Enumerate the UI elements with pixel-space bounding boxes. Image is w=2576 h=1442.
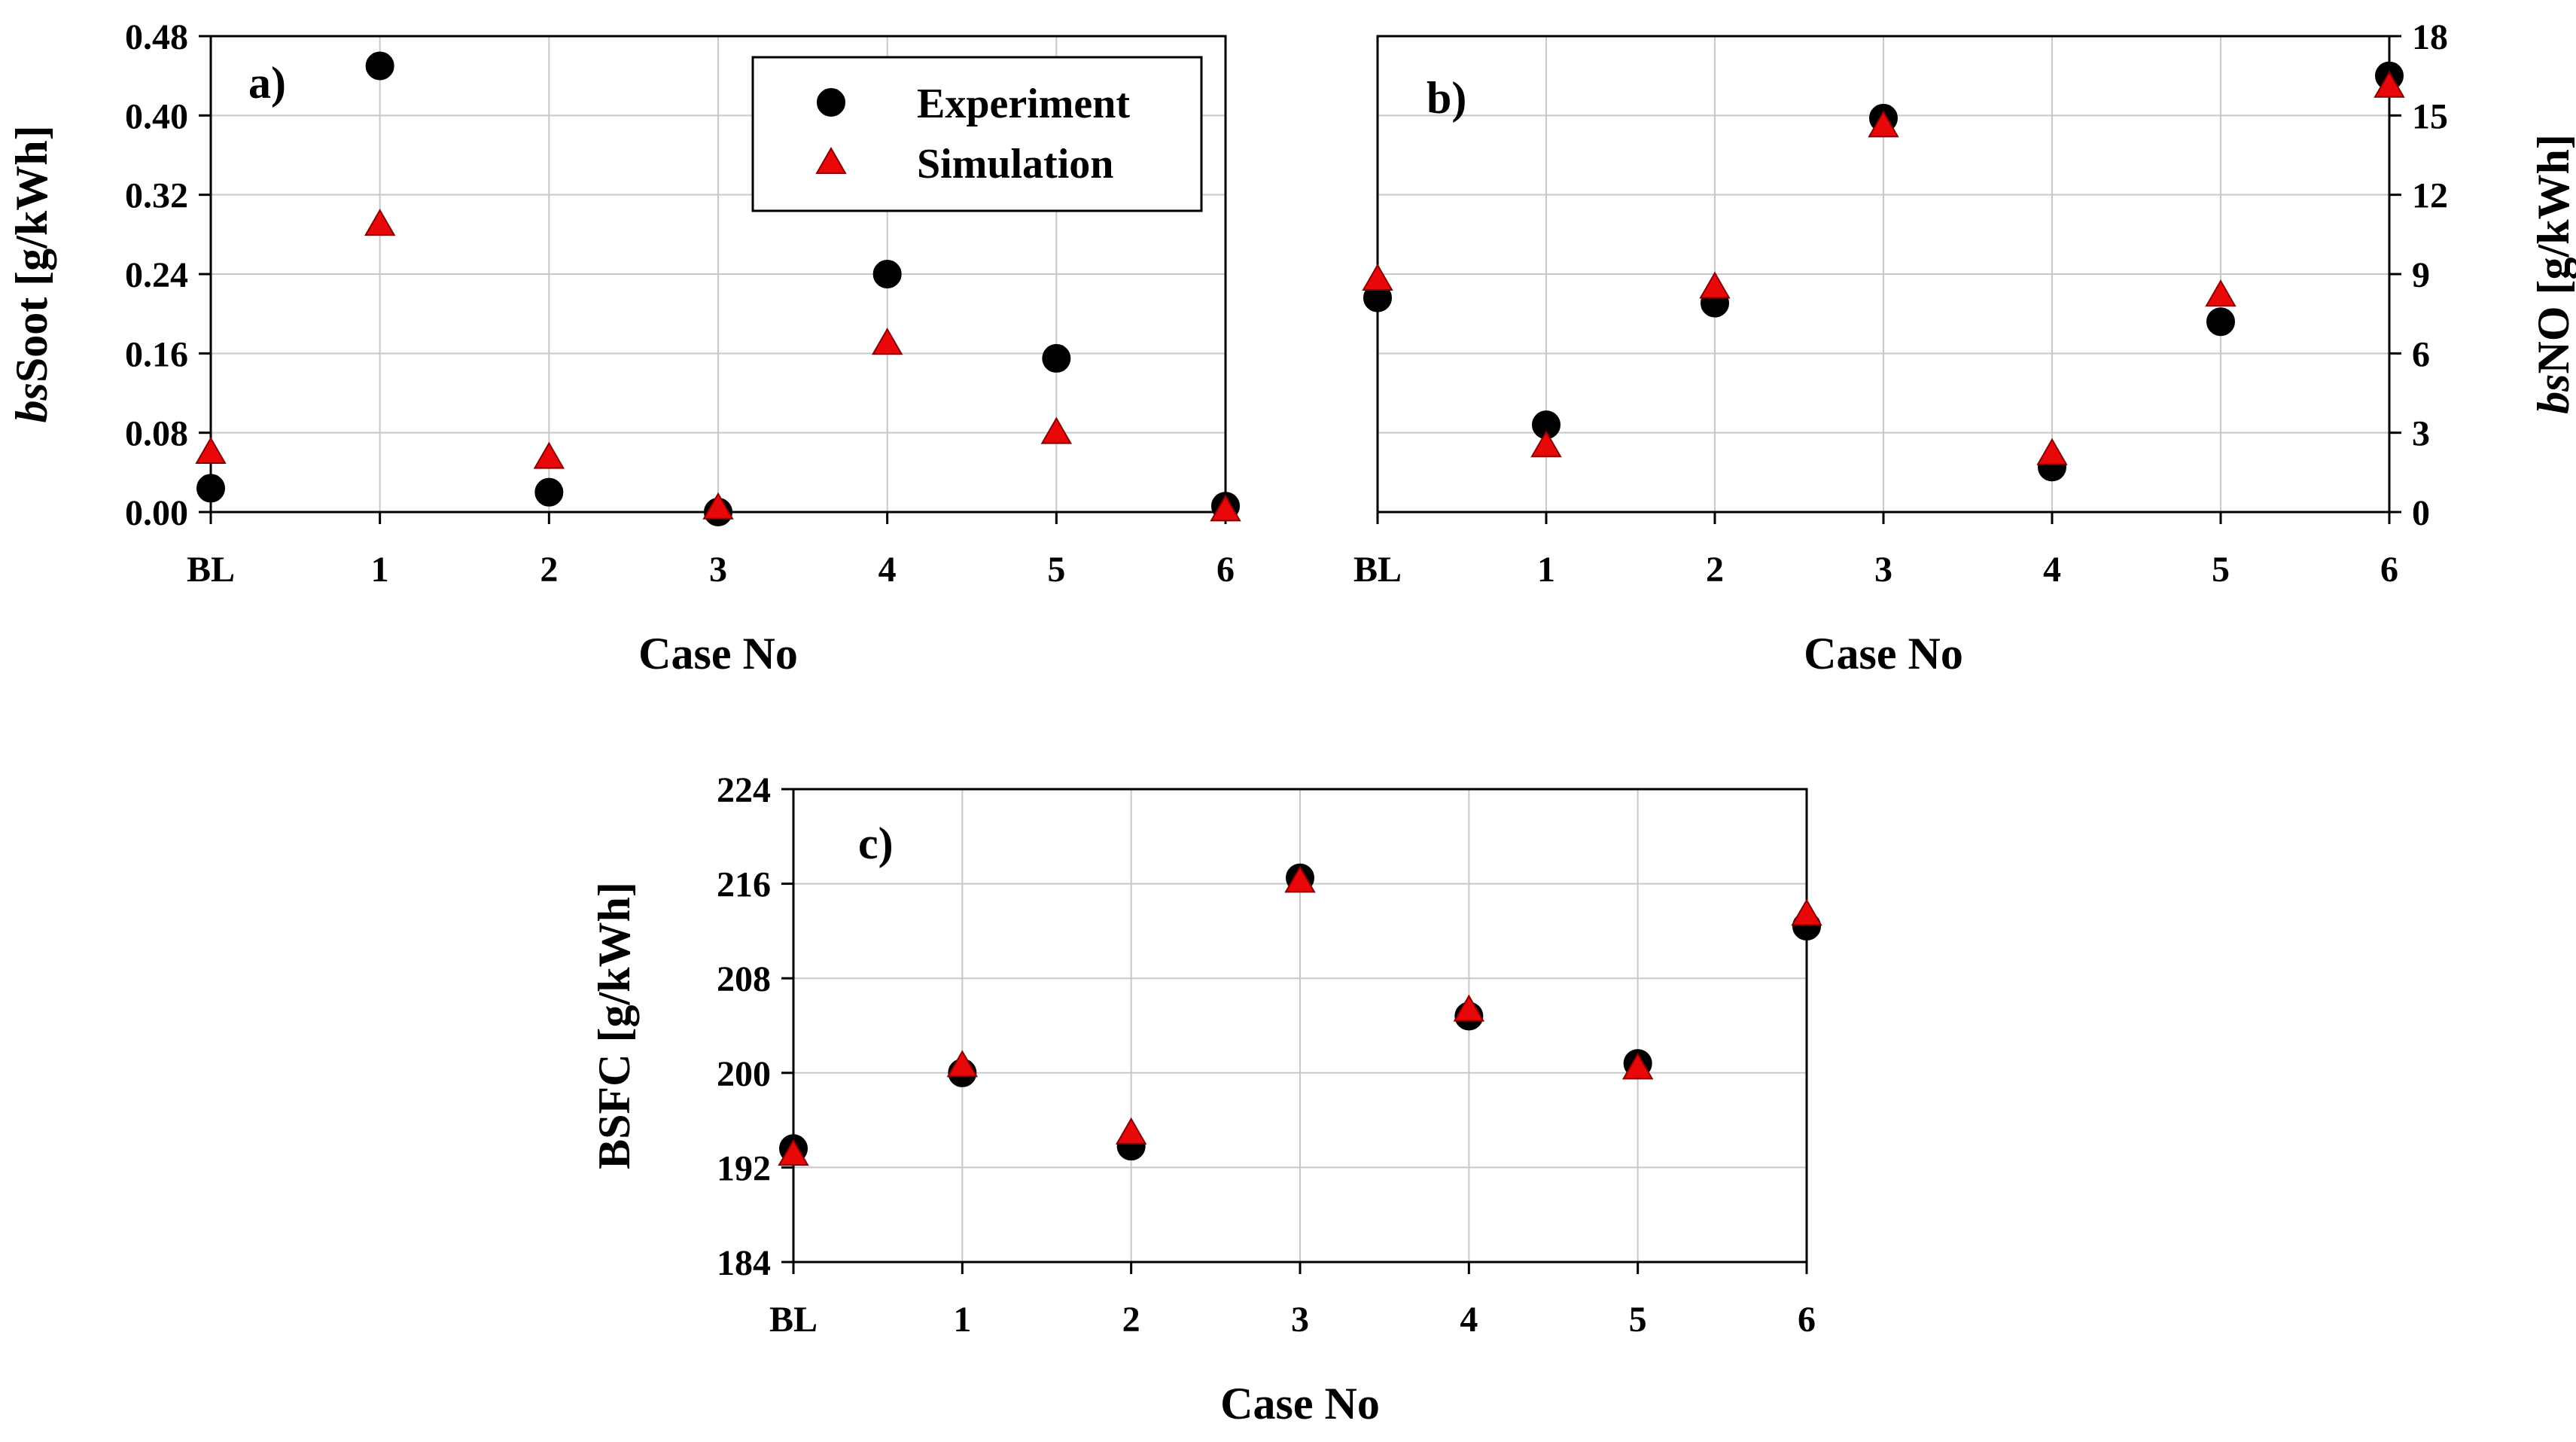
data-point-experiment	[872, 260, 902, 288]
data-point-simulation	[1040, 416, 1073, 444]
y-tick-label: 3	[2412, 414, 2430, 454]
x-axis-title: Case No	[1220, 1379, 1380, 1428]
x-tick-label: BL	[1353, 550, 1402, 590]
data-point-simulation	[1699, 271, 1731, 299]
x-tick-label: 4	[2043, 550, 2061, 590]
x-tick-label: 4	[878, 550, 897, 590]
y-tick-label: 0	[2412, 493, 2430, 533]
y-tick-label: 0.48	[125, 17, 188, 57]
data-point-simulation	[533, 441, 565, 469]
y-tick-label: 15	[2412, 96, 2448, 136]
x-axis-title: Case No	[1804, 629, 1963, 678]
y-tick-label: 0.24	[125, 255, 188, 295]
y-tick-label: 12	[2412, 176, 2448, 216]
y-tick-label: 0.08	[125, 414, 188, 454]
y-tick-label: 0.00	[125, 493, 188, 533]
y-axis-title-italic: bs	[7, 383, 56, 422]
data-point-simulation	[2036, 437, 2068, 465]
x-tick-label: 2	[1122, 1300, 1140, 1340]
data-point-simulation	[1362, 264, 1393, 291]
x-tick-label: 4	[1460, 1300, 1478, 1340]
x-tick-label: 3	[709, 550, 727, 590]
x-axis-title: Case No	[638, 629, 798, 678]
x-tick-label: 1	[371, 550, 389, 590]
y-axis-title-text: BSFC [g/kWh]	[589, 882, 639, 1169]
data-point-simulation	[2205, 279, 2236, 307]
legend-box	[751, 56, 1203, 212]
legend-marker-experiment	[817, 88, 845, 117]
legend-label-experiment: Experiment	[917, 81, 1130, 127]
y-axis-title-text: Soot [g/kWh]	[7, 125, 56, 383]
y-tick-label: 0.40	[125, 96, 188, 136]
x-tick-label: 1	[953, 1300, 971, 1340]
y-tick-label: 184	[717, 1243, 771, 1283]
data-point-simulation	[702, 492, 734, 520]
y-axis-title: BSFC [g/kWh]	[589, 882, 639, 1169]
panel-label: a)	[248, 58, 286, 108]
data-point-simulation	[2374, 70, 2405, 98]
x-tick-label: 6	[1216, 550, 1235, 590]
data-point-simulation	[1210, 494, 1241, 522]
data-point-simulation	[1791, 898, 1822, 926]
y-axis-title-italic: bs	[2529, 374, 2576, 414]
data-point-experiment	[365, 51, 394, 81]
x-tick-label: BL	[769, 1300, 818, 1340]
x-tick-label: 2	[1706, 550, 1724, 590]
chart-panel-3: BL 1 2 3 4 5 6 184 192 200 208 216 224 Case No BSFC [g…	[589, 770, 1822, 1428]
y-tick-label: 200	[717, 1054, 771, 1094]
x-tick-label: 6	[2380, 550, 2398, 590]
data-point-simulation	[778, 1139, 809, 1166]
data-point-simulation	[1115, 1117, 1147, 1145]
panel-label: b)	[1427, 73, 1466, 123]
y-tick-label: 0.32	[125, 176, 188, 216]
chart-panel-1: BL 1 2 3 4 5 6 0.00 0.08 0.16 0.24 0.32 0.40 0.48 Case…	[7, 17, 1241, 678]
y-tick-label: 224	[717, 770, 771, 810]
x-tick-label: 5	[1047, 550, 1065, 590]
y-tick-label: 208	[717, 959, 771, 999]
y-tick-label: 6	[2412, 334, 2430, 374]
y-tick-label: 18	[2412, 17, 2448, 57]
data-point-simulation	[1621, 1052, 1654, 1080]
x-tick-label: 6	[1798, 1300, 1816, 1340]
x-tick-label: 1	[1537, 550, 1555, 590]
data-point-experiment	[534, 477, 564, 507]
y-tick-label: 9	[2412, 255, 2430, 295]
data-point-simulation	[1284, 865, 1316, 893]
y-tick-label: 216	[717, 865, 771, 905]
data-point-experiment	[196, 474, 225, 503]
y-tick-label: 0.16	[125, 334, 188, 374]
data-point-simulation	[1868, 110, 1899, 138]
y-tick-label: 192	[717, 1148, 771, 1188]
x-tick-label: 3	[1874, 550, 1892, 590]
data-point-experiment	[2206, 307, 2235, 337]
y-axis-title: bsNO [g/kWh]	[2529, 134, 2576, 414]
data-point-simulation	[871, 328, 903, 355]
panel-label: c)	[858, 819, 894, 868]
legend: Experiment Simulation	[751, 56, 1203, 212]
x-tick-label: 2	[540, 550, 558, 590]
legend-marker-simulation	[815, 146, 847, 174]
data-point-simulation	[364, 209, 396, 236]
data-point-simulation	[1530, 430, 1562, 458]
y-axis-title: bsSoot [g/kWh]	[7, 125, 56, 422]
y-axis-title-text: NO [g/kWh]	[2529, 134, 2576, 373]
x-tick-label: 3	[1291, 1300, 1309, 1340]
data-point-experiment	[1042, 343, 1071, 373]
legend-label-simulation: Simulation	[917, 141, 1113, 187]
data-point-simulation	[946, 1050, 979, 1078]
x-tick-label: 5	[1629, 1300, 1647, 1340]
x-tick-label: BL	[187, 550, 235, 590]
data-point-simulation	[195, 436, 227, 464]
data-point-simulation	[1453, 994, 1485, 1022]
x-tick-label: 5	[2212, 550, 2230, 590]
